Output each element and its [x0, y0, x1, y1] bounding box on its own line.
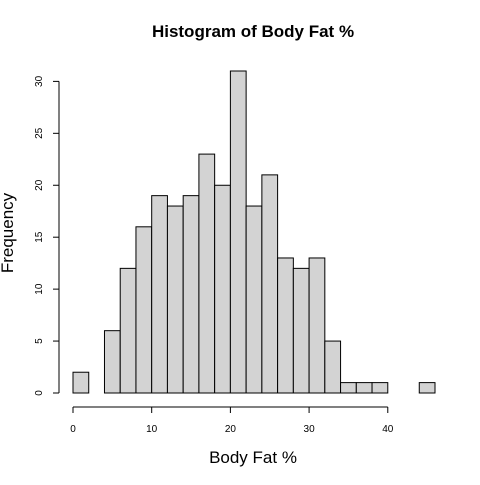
- y-tick-label: 10: [34, 283, 45, 295]
- chart-title: Histogram of Body Fat %: [152, 22, 354, 41]
- histogram-bar: [72, 371, 90, 394]
- y-tick-label: 30: [34, 75, 45, 87]
- histogram-bar: [245, 205, 263, 394]
- histogram-bar: [198, 153, 216, 394]
- histogram-bar: [340, 382, 357, 394]
- histogram-bar: [355, 382, 373, 394]
- histogram-bar: [371, 382, 389, 394]
- x-tick-label: 40: [382, 424, 394, 435]
- histogram-bar: [135, 226, 153, 394]
- x-axis-ticks: 0 10 20 30 40: [70, 407, 394, 435]
- histogram-bar: [308, 257, 326, 394]
- y-tick-label: 0: [34, 390, 45, 396]
- histogram-bar: [151, 195, 168, 394]
- histogram-bar: [277, 257, 294, 394]
- x-tick-label: 10: [146, 424, 158, 435]
- histogram-bar: [261, 174, 279, 394]
- histogram-bar: [229, 70, 247, 394]
- histogram-bar: [182, 195, 200, 394]
- histogram-bar: [214, 184, 231, 394]
- histogram-bar: [103, 330, 121, 394]
- y-tick-label: 25: [34, 127, 45, 139]
- histogram-bar: [166, 205, 184, 394]
- x-tick-label: 0: [70, 424, 76, 435]
- y-tick-label: 20: [34, 179, 45, 191]
- histogram-bar: [418, 382, 436, 394]
- bars-group: [72, 70, 436, 394]
- y-tick-label: 15: [34, 231, 45, 243]
- y-axis-ticks: 0 5 10 15 20 25 30: [34, 75, 59, 396]
- y-tick-label: 5: [34, 338, 45, 344]
- x-tick-label: 30: [304, 424, 316, 435]
- y-axis-title: Frequency: [0, 192, 17, 273]
- x-tick-label: 20: [225, 424, 237, 435]
- histogram-bar: [324, 340, 342, 394]
- x-axis-title: Body Fat %: [209, 448, 297, 467]
- histogram-bar: [292, 267, 310, 394]
- histogram-bar: [119, 267, 137, 394]
